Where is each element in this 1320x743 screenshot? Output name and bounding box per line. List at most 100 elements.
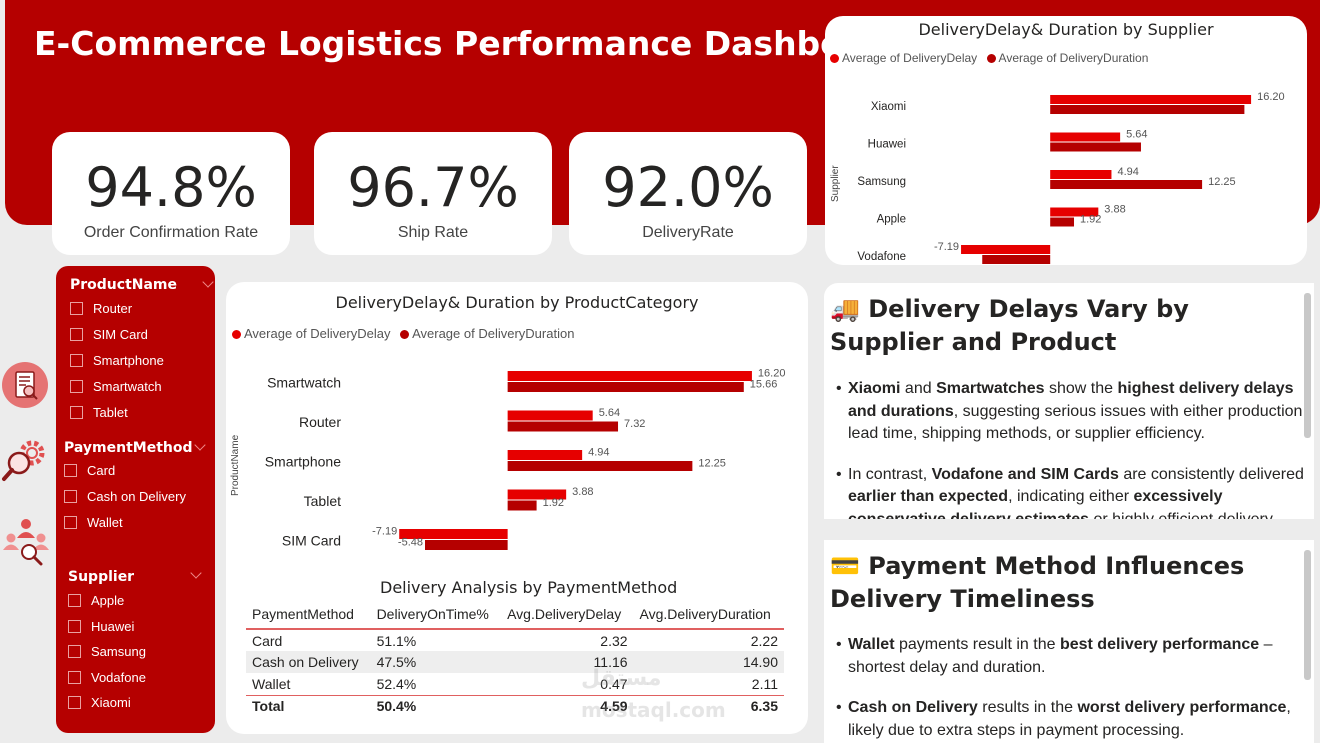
- data-label: 1.92: [1080, 213, 1101, 225]
- delay-bar[interactable]: [1050, 170, 1112, 179]
- checkbox[interactable]: [64, 464, 77, 477]
- duration-bar[interactable]: [1050, 217, 1075, 227]
- duration-bar[interactable]: [982, 255, 1051, 264]
- data-label: 16.20: [1257, 91, 1285, 103]
- chart-legend[interactable]: Average of DeliveryDelay Average of Deli…: [232, 326, 580, 341]
- slicer-panel: ProductName Router SIM Card Smartphone Smar…: [56, 266, 215, 733]
- chart-title: DeliveryDelay& Duration by ProductCatego…: [335, 293, 699, 312]
- checkbox[interactable]: [70, 354, 83, 367]
- slicer-item-supplier-samsung[interactable]: Samsung: [68, 644, 146, 659]
- checkbox[interactable]: [70, 406, 83, 419]
- slicer-item-product-router[interactable]: Router: [70, 301, 132, 316]
- column-header[interactable]: Avg.DeliveryDelay: [501, 600, 634, 630]
- slicer-item-supplier-xiaomi[interactable]: Xiaomi: [68, 695, 131, 710]
- slicer-item-supplier-apple[interactable]: Apple: [68, 593, 124, 608]
- duration-bar[interactable]: [507, 382, 744, 392]
- checkbox[interactable]: [70, 328, 83, 341]
- checkbox[interactable]: [68, 670, 81, 684]
- slicer-item-product-tablet[interactable]: Tablet: [70, 405, 128, 420]
- scrollbar[interactable]: [1304, 550, 1311, 680]
- legend-label: Average of DeliveryDuration: [998, 51, 1149, 65]
- checkbox[interactable]: [70, 302, 83, 315]
- slicer-item-product-smartwatch[interactable]: Smartwatch: [70, 379, 162, 394]
- table-row[interactable]: Wallet 52.4% 0.47 2.11: [246, 673, 784, 695]
- column-header[interactable]: Avg.DeliveryDuration: [633, 600, 784, 630]
- insight-card-payment[interactable]: 💳 Payment Method Influences Delivery Tim…: [824, 540, 1314, 743]
- watermark-url: mostaql.com: [581, 698, 726, 722]
- duration-bar[interactable]: [507, 421, 619, 432]
- product-chart-card[interactable]: DeliveryDelay& Duration by ProductCatego…: [226, 282, 808, 734]
- checkbox[interactable]: [68, 594, 81, 607]
- delay-bar[interactable]: [961, 245, 1051, 254]
- data-label: 15.66: [750, 378, 778, 390]
- table-row[interactable]: Card 51.1% 2.32 2.22: [246, 629, 784, 651]
- delay-bar[interactable]: [507, 489, 567, 500]
- duration-bar[interactable]: [1050, 142, 1141, 152]
- data-label: 4.94: [1117, 166, 1138, 178]
- slicer-item-payment-wallet[interactable]: Wallet: [64, 515, 123, 530]
- checkbox[interactable]: [64, 516, 77, 529]
- delay-bar[interactable]: [399, 529, 508, 539]
- column-header[interactable]: PaymentMethod: [246, 600, 371, 630]
- slicer-title-product: ProductName: [70, 277, 178, 293]
- delay-bar[interactable]: [1050, 132, 1121, 142]
- category-label: Huawei: [868, 139, 906, 151]
- legend-item-delay[interactable]: Average of DeliveryDelay: [232, 326, 390, 341]
- duration-bar[interactable]: [1050, 105, 1245, 114]
- legend-item-duration[interactable]: Average of DeliveryDuration: [400, 326, 574, 341]
- table-cell: Wallet: [252, 675, 291, 692]
- table-row[interactable]: Cash on Delivery 47.5% 11.16 14.90: [246, 651, 784, 673]
- kpi-label: DeliveryRate: [642, 224, 734, 241]
- slicer-item-payment-cash-on-delivery[interactable]: Cash on Delivery: [64, 489, 186, 504]
- duration-bar[interactable]: [507, 461, 693, 471]
- slicer-item-product-smartphone[interactable]: Smartphone: [70, 353, 164, 368]
- checkbox[interactable]: [70, 380, 83, 393]
- kpi-value: 92.0%: [602, 156, 774, 219]
- report-icon[interactable]: [1, 361, 49, 414]
- duration-bar[interactable]: [507, 500, 537, 511]
- delay-bar[interactable]: [1050, 207, 1099, 217]
- delay-bar[interactable]: [507, 450, 583, 460]
- slicer-item-supplier-huawei[interactable]: Huawei: [68, 619, 134, 634]
- legend-item-duration[interactable]: Average of DeliveryDuration: [986, 51, 1149, 65]
- chevron-down-icon[interactable]: [202, 276, 214, 288]
- slicer-item-payment-card[interactable]: Card: [64, 463, 115, 478]
- insight-card-delivery[interactable]: 🚚 Delivery Delays Vary by Supplier and P…: [824, 283, 1314, 519]
- payment-table: PaymentMethod DeliveryOnTime% Avg.Delive…: [246, 600, 784, 717]
- supplier-chart-card[interactable]: DeliveryDelay& Duration by Supplier Aver…: [825, 16, 1307, 265]
- delay-bar[interactable]: [507, 410, 593, 421]
- category-label: Vodafone: [857, 251, 906, 263]
- chart-legend[interactable]: Average of DeliveryDelay Average of Deli…: [830, 51, 1154, 65]
- truck-icon: 🚚: [830, 295, 860, 323]
- supplier-bar-chart[interactable]: Xiaomi 16.20 Huawei 5.64 Samsung 4.94 12.25 App…: [825, 16, 1307, 265]
- category-label: Smartphone: [265, 454, 341, 470]
- table-cell: 2.11: [751, 675, 778, 692]
- kpi-card-order-confirmation: 94.8% Order Confirmation Rate: [52, 132, 290, 255]
- table-cell: Card: [252, 632, 283, 649]
- table-cell: 47.5%: [370, 651, 502, 673]
- settings-search-icon[interactable]: [1, 433, 51, 488]
- legend-label: Average of DeliveryDuration: [412, 326, 575, 341]
- table-total-row: Total 50.4% 4.59 6.35: [246, 694, 784, 717]
- slicer-item-supplier-vodafone[interactable]: Vodafone: [68, 670, 146, 685]
- insight-bullet: Cash on Delivery results in the worst de…: [834, 697, 1304, 742]
- scrollbar[interactable]: [1304, 293, 1311, 438]
- category-label: Apple: [877, 214, 906, 226]
- duration-bar[interactable]: [425, 540, 508, 550]
- legend-item-delay[interactable]: Average of DeliveryDelay: [830, 51, 977, 65]
- category-label: Smartwatch: [267, 375, 341, 391]
- slicer-item-product-sim-card[interactable]: SIM Card: [70, 327, 148, 342]
- chevron-down-icon[interactable]: [194, 439, 206, 451]
- checkbox[interactable]: [68, 696, 81, 709]
- column-header[interactable]: DeliveryOnTime%: [370, 600, 502, 630]
- checkbox[interactable]: [64, 490, 77, 503]
- delay-bar[interactable]: [1050, 95, 1252, 104]
- table-cell: 14.90: [633, 651, 784, 673]
- checkbox[interactable]: [68, 619, 81, 633]
- duration-bar[interactable]: [1050, 180, 1203, 189]
- delay-bar[interactable]: [507, 371, 752, 381]
- chevron-down-icon[interactable]: [190, 567, 202, 579]
- team-icon[interactable]: [1, 516, 51, 571]
- checkbox[interactable]: [68, 645, 81, 658]
